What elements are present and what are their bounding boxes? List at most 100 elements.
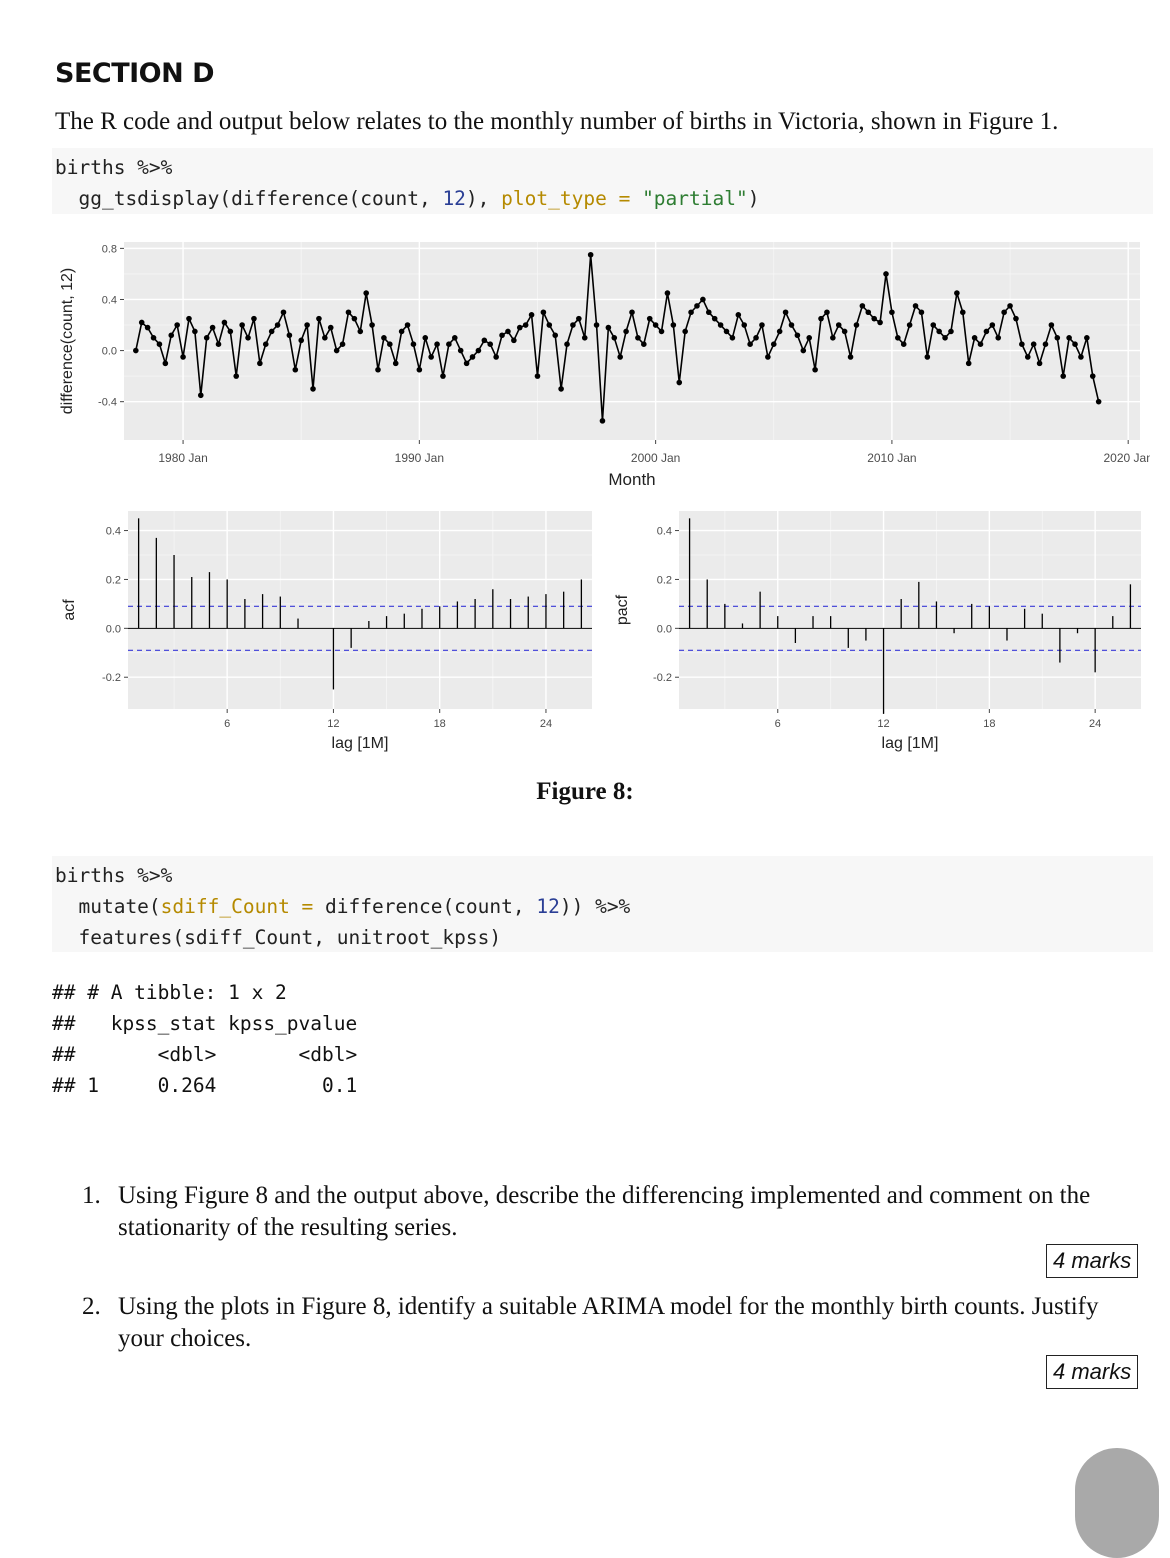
ts-data-point xyxy=(239,322,245,328)
ts-data-point xyxy=(735,312,742,318)
ts-data-point xyxy=(965,360,972,367)
ts-data-point xyxy=(274,322,281,328)
ts-data-point xyxy=(398,328,405,335)
ts-data-point xyxy=(209,324,216,331)
ts-data-point xyxy=(351,315,358,322)
acf-y-tick-label: 0.4 xyxy=(106,526,121,538)
acf-panel xyxy=(128,511,592,709)
ts-data-point xyxy=(1030,341,1037,347)
ts-data-point xyxy=(581,335,588,341)
ts-data-point xyxy=(1089,373,1096,379)
ts-data-point xyxy=(257,360,263,367)
ts-data-point xyxy=(516,324,523,331)
timeseries-plot: 0.8 0.4 0.0 -0.4 1980 Jan 1990 Jan 2000 Jan 201… xyxy=(59,242,1150,489)
ts-data-point xyxy=(499,332,505,339)
ts-data-point xyxy=(936,328,942,335)
ts-data-point xyxy=(404,322,411,328)
ts-data-point xyxy=(723,328,730,335)
ts-data-point xyxy=(197,392,204,399)
ts-data-point xyxy=(434,341,440,347)
ts-data-point xyxy=(1066,335,1072,341)
ts-data-point xyxy=(806,335,813,341)
ts-data-point xyxy=(570,322,576,328)
ts-y-tick-label: -0.4 xyxy=(98,397,117,409)
ts-data-point xyxy=(717,322,724,328)
ts-data-point xyxy=(682,328,688,335)
ts-data-point xyxy=(818,315,824,322)
ts-data-point xyxy=(505,328,511,335)
figure-caption: Figure 8: xyxy=(536,778,634,805)
ts-data-point xyxy=(900,341,907,347)
ts-data-point xyxy=(451,335,458,341)
ts-data-point xyxy=(428,354,434,360)
ts-data-point xyxy=(1024,354,1031,360)
pacf-x-tick-label: 24 xyxy=(1089,718,1101,730)
ts-data-point xyxy=(753,335,759,341)
ts-x-tick-label: 1980 Jan xyxy=(158,451,207,465)
ts-data-point xyxy=(841,328,848,335)
ts-data-point xyxy=(469,354,476,360)
ts-x-tick-label: 2020 Jan xyxy=(1103,451,1150,465)
pacf-y-axis-title: pacf xyxy=(614,594,631,625)
ts-data-point xyxy=(676,379,683,386)
acf-x-tick-label: 18 xyxy=(434,718,446,730)
ts-data-point xyxy=(912,303,919,309)
ts-data-point xyxy=(286,332,293,339)
ts-data-point xyxy=(877,319,883,326)
acf-x-tick-label: 6 xyxy=(224,718,230,730)
ts-data-point xyxy=(292,366,299,373)
ts-data-point xyxy=(168,332,175,339)
ts-data-point xyxy=(658,328,665,335)
ts-data-point xyxy=(1013,315,1019,322)
ts-data-point xyxy=(534,373,541,379)
pacf-y-tick-label: 0.0 xyxy=(657,623,672,635)
ts-data-point xyxy=(381,335,387,341)
question-1-marks: 4 marks xyxy=(1046,1244,1139,1278)
ts-data-point xyxy=(741,322,748,328)
ts-data-point xyxy=(564,341,570,347)
ts-x-tick-label: 2010 Jan xyxy=(867,451,916,465)
ts-data-point xyxy=(1084,335,1090,341)
pacf-panel xyxy=(679,511,1141,709)
ts-data-point xyxy=(245,335,251,341)
code1-line2: gg_tsdisplay(difference(count, 12), plot… xyxy=(78,187,760,210)
ts-x-tick-label: 1990 Jan xyxy=(395,451,444,465)
ts-data-point xyxy=(440,373,446,379)
ts-data-point xyxy=(954,290,960,296)
ts-data-point xyxy=(859,303,866,309)
pacf-plot: 0.4 0.2 0.0 -0.2 6 12 18 24 lag [1M] pacf xyxy=(614,511,1141,752)
ts-data-point xyxy=(392,360,399,367)
intro-text: The R code and output below relates to t… xyxy=(55,108,1059,135)
ts-data-point xyxy=(375,366,381,373)
pacf-x-tick-label: 6 xyxy=(775,718,781,730)
r-output: ## # A tibble: 1 x 2 ## kpss_stat kpss_p… xyxy=(52,977,357,1101)
ts-data-point xyxy=(611,335,618,341)
ts-data-point xyxy=(280,309,287,316)
ts-data-point xyxy=(959,309,966,316)
ts-data-point xyxy=(883,271,889,277)
ts-data-point xyxy=(599,418,606,424)
ts-data-point xyxy=(989,322,996,328)
acf-y-tick-label: 0.2 xyxy=(106,574,121,586)
ts-data-point xyxy=(889,309,895,316)
question-2-text: Using the plots in Figure 8, identify a … xyxy=(118,1293,1099,1352)
ts-data-point xyxy=(316,315,322,322)
output-line3: ## <dbl> <dbl> xyxy=(52,1043,358,1066)
ts-data-point xyxy=(487,341,494,347)
ts-data-point xyxy=(192,328,198,335)
acf-plot: 0.4 0.2 0.0 -0.2 6 12 18 24 lag [1M] acf xyxy=(61,511,592,752)
question-1-text: Using Figure 8 and the output above, des… xyxy=(118,1182,1091,1241)
ts-data-point xyxy=(463,360,470,367)
ts-data-point xyxy=(895,335,901,341)
ts-y-tick-label: 0.0 xyxy=(102,346,117,358)
ts-data-point xyxy=(1060,373,1067,379)
ts-data-point xyxy=(186,315,192,322)
ts-data-point xyxy=(262,341,269,347)
acf-x-axis-title: lag [1M] xyxy=(332,735,389,752)
ts-data-point xyxy=(221,319,228,326)
ts-data-point xyxy=(251,315,257,322)
ts-data-point xyxy=(475,347,482,354)
pacf-y-tick-label: 0.4 xyxy=(657,526,672,538)
ts-data-point xyxy=(333,347,340,354)
ts-data-point xyxy=(788,322,795,328)
